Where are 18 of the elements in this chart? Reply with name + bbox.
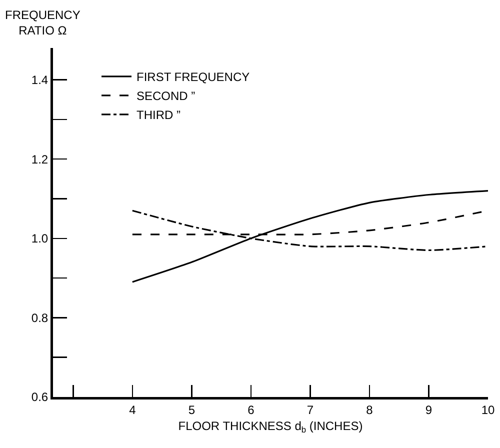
x-tick-label: 7 bbox=[306, 402, 314, 417]
y-tick-label: 1.4 bbox=[31, 72, 48, 87]
x-axis-title: FLOOR THICKNESS d$_{b}$ (INCHES) bbox=[178, 419, 363, 435]
legend-label: SECOND ” bbox=[136, 89, 196, 104]
y-axis-title: FREQUENCY RATIO Ω bbox=[5, 8, 80, 38]
legend-label: FIRST FREQUENCY bbox=[136, 70, 250, 84]
x-tick-label: 9 bbox=[425, 402, 432, 417]
x-tick-label: 8 bbox=[366, 402, 374, 417]
y-tick-label: 0.6 bbox=[31, 390, 48, 404]
x-tick-label: 10 bbox=[481, 402, 495, 417]
y-tick-label: 1.0 bbox=[31, 232, 48, 246]
line-series bbox=[132, 190, 488, 283]
y-tick-label: 0.8 bbox=[31, 310, 48, 325]
x-tick-label: 6 bbox=[248, 402, 255, 417]
x-tick-label: 4 bbox=[129, 402, 136, 417]
y-tick-label: 1.2 bbox=[31, 152, 48, 166]
legend-label: THIRD ” bbox=[136, 108, 180, 122]
x-tick-label: 5 bbox=[188, 402, 196, 417]
